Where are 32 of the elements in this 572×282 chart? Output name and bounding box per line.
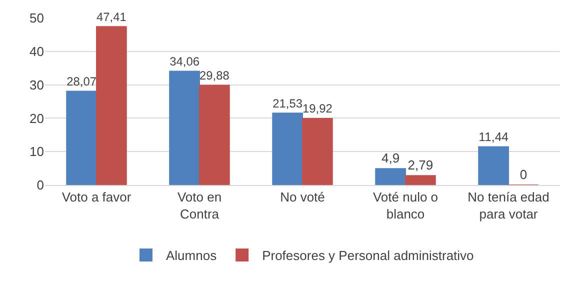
y-tick-label: 10 [30, 144, 44, 160]
data-label: 11,44 [478, 130, 509, 144]
x-tick-label: No tenía edad para votar [468, 190, 550, 222]
data-label: 2,79 [408, 158, 434, 173]
y-tick-label: 50 [30, 10, 44, 26]
data-label: 4,9 [382, 150, 400, 166]
bar [199, 84, 230, 185]
data-label: 47,41 [96, 10, 127, 24]
bar [169, 70, 200, 185]
data-label: 0 [520, 167, 528, 182]
x-tick-label: Voto a favor [62, 190, 132, 205]
data-label: 29,88 [200, 68, 230, 82]
bar [302, 118, 333, 185]
y-tick-label: 40 [30, 44, 44, 59]
bar [405, 175, 436, 185]
x-tick-label: Voto en Contra [177, 190, 222, 222]
y-tick-label: 20 [30, 110, 44, 126]
legend-label: Alumnos [166, 248, 218, 264]
legend-label: Profesores y Personal administrativo [262, 248, 474, 264]
bar [478, 146, 509, 185]
data-label: 19,92 [302, 102, 333, 116]
y-tick-label: 0 [36, 178, 44, 193]
data-label: 21,53 [272, 96, 303, 110]
bar [375, 168, 406, 185]
y-tick-label: 30 [30, 77, 44, 92]
bar [66, 90, 97, 185]
data-label: 34,06 [170, 54, 200, 68]
data-label: 28,07 [66, 74, 97, 88]
x-tick-label: No voté [280, 190, 325, 205]
bar [272, 112, 303, 185]
x-tick-label: Voté nulo o blanco [372, 190, 438, 222]
bar [96, 26, 127, 185]
